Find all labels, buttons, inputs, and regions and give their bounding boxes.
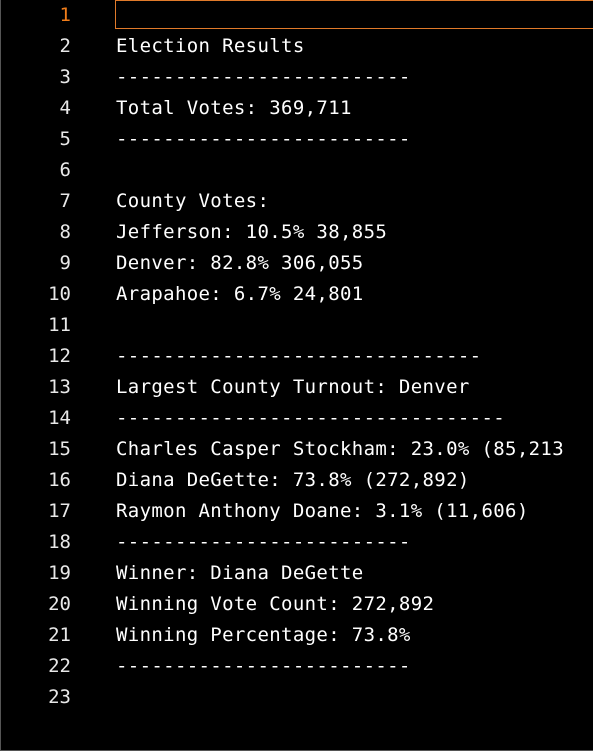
line-number: 18 [48, 531, 71, 553]
line-text[interactable]: ------------------------- [116, 531, 411, 553]
editor-line-15[interactable]: 15 Charles Casper Stockham: 23.0% (85,21… [1, 434, 593, 465]
line-text[interactable]: Winner: Diana DeGette [116, 562, 364, 584]
line-text[interactable]: Denver: 82.8% 306,055 [116, 252, 364, 274]
editor-line-18[interactable]: 18 ------------------------- [1, 527, 593, 558]
line-number: 23 [48, 686, 71, 708]
line-number: 13 [48, 376, 71, 398]
line-number: 3 [59, 66, 71, 88]
line-text[interactable]: Election Results [116, 35, 305, 57]
line-text[interactable]: ------------------------- [116, 655, 411, 677]
line-text[interactable]: Arapahoe: 6.7% 24,801 [116, 283, 364, 305]
line-number: 21 [48, 624, 71, 646]
line-number: 16 [48, 469, 71, 491]
line-text[interactable]: ------------------------- [116, 128, 411, 150]
line-text[interactable]: Diana DeGette: 73.8% (272,892) [116, 469, 470, 491]
line-number: 11 [48, 314, 71, 336]
line-number: 6 [59, 159, 71, 181]
line-text[interactable]: County Votes: [116, 190, 270, 212]
editor-line-17[interactable]: 17 Raymon Anthony Doane: 3.1% (11,606) [1, 496, 593, 527]
line-number: 1 [59, 4, 71, 26]
line-text[interactable]: Charles Casper Stockham: 23.0% (85,213 [116, 438, 564, 460]
line-number: 20 [48, 593, 71, 615]
line-text[interactable]: Jefferson: 10.5% 38,855 [116, 221, 388, 243]
line-number: 15 [48, 438, 71, 460]
editor-line-12[interactable]: 12 ------------------------------- [1, 341, 593, 372]
editor-line-4[interactable]: 4 Total Votes: 369,711 [1, 93, 593, 124]
editor-line-16[interactable]: 16 Diana DeGette: 73.8% (272,892) [1, 465, 593, 496]
line-number: 8 [59, 221, 71, 243]
editor-line-6[interactable]: 6 [1, 155, 593, 186]
editor-line-23[interactable]: 23 [1, 682, 593, 713]
line-number: 2 [59, 35, 71, 57]
editor-line-21[interactable]: 21 Winning Percentage: 73.8% [1, 620, 593, 651]
line-text[interactable]: ------------------------- [116, 66, 411, 88]
line-number: 5 [59, 128, 71, 150]
line-number: 19 [48, 562, 71, 584]
editor-line-7[interactable]: 7 County Votes: [1, 186, 593, 217]
editor-line-8[interactable]: 8 Jefferson: 10.5% 38,855 [1, 217, 593, 248]
line-text[interactable]: Winning Vote Count: 272,892 [116, 593, 435, 615]
editor-line-9[interactable]: 9 Denver: 82.8% 306,055 [1, 248, 593, 279]
editor-line-2[interactable]: 2 Election Results [1, 31, 593, 62]
editor-line-13[interactable]: 13 Largest County Turnout: Denver [1, 372, 593, 403]
editor-line-22[interactable]: 22 ------------------------- [1, 651, 593, 682]
editor-line-14[interactable]: 14 --------------------------------- [1, 403, 593, 434]
line-number: 10 [48, 283, 71, 305]
current-line-highlight [115, 0, 593, 29]
line-text[interactable]: Total Votes: 369,711 [116, 97, 352, 119]
editor-line-19[interactable]: 19 Winner: Diana DeGette [1, 558, 593, 589]
editor-line-5[interactable]: 5 ------------------------- [1, 124, 593, 155]
editor-line-3[interactable]: 3 ------------------------- [1, 62, 593, 93]
line-text[interactable]: ------------------------------- [116, 345, 482, 367]
line-number: 9 [59, 252, 71, 274]
line-text[interactable]: --------------------------------- [116, 407, 506, 429]
line-number: 22 [48, 655, 71, 677]
line-text[interactable]: Largest County Turnout: Denver [116, 376, 470, 398]
editor-line-11[interactable]: 11 [1, 310, 593, 341]
editor-line-1[interactable]: 1 [1, 0, 593, 31]
editor-line-10[interactable]: 10 Arapahoe: 6.7% 24,801 [1, 279, 593, 310]
line-number: 12 [48, 345, 71, 367]
line-text[interactable]: Winning Percentage: 73.8% [116, 624, 411, 646]
line-number: 14 [48, 407, 71, 429]
line-number: 4 [59, 97, 71, 119]
line-number: 17 [48, 500, 71, 522]
line-text[interactable]: Raymon Anthony Doane: 3.1% (11,606) [116, 500, 529, 522]
editor-line-20[interactable]: 20 Winning Vote Count: 272,892 [1, 589, 593, 620]
line-number: 7 [59, 190, 71, 212]
